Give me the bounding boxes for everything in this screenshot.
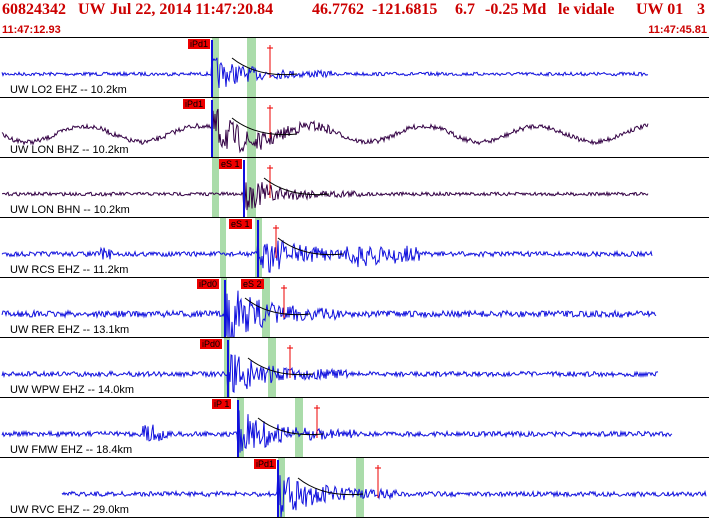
- channel-label: UW RER EHZ -- 13.1km: [10, 324, 130, 336]
- event-id: 60824342: [2, 1, 66, 18]
- phase-window: [295, 398, 303, 458]
- coda-curve: [247, 357, 314, 376]
- event-magnitude: -0.25 Md: [485, 1, 547, 18]
- phase-window: [278, 458, 285, 518]
- waveform-plot: [1, 278, 657, 338]
- event-depth: 6.7: [455, 1, 475, 18]
- waveform-trace: [1, 182, 649, 213]
- event-lat: 46.7762: [312, 1, 364, 18]
- coda-curve: [244, 297, 311, 316]
- channel-label: UW RVC EHZ -- 29.0km: [10, 504, 129, 516]
- seismogram-panel: eS 1 UW LON BHN -- 10.2km: [0, 157, 709, 218]
- event-author: le vidale: [558, 1, 615, 18]
- phase-window: [356, 458, 364, 518]
- seismogram-panel: iPd1 UW LON BHZ -- 10.2km: [0, 97, 709, 158]
- waveform-trace: [61, 469, 707, 518]
- seismogram-panel: eS 1 UW RCS EHZ -- 11.2km: [0, 217, 709, 278]
- coda-marker[interactable]: [375, 465, 381, 498]
- waveform-plot: [1, 218, 653, 278]
- pick-label[interactable]: iPd1: [188, 39, 211, 49]
- waveform-plot: [1, 398, 673, 458]
- phase-window: [268, 338, 276, 398]
- waveform-trace: [1, 237, 653, 273]
- pick-label[interactable]: iPd0: [200, 339, 223, 349]
- time-end: 11:47:45.81: [648, 24, 707, 36]
- seismogram-panel: iPd0 eS 2 UW RER EHZ -- 13.1km: [0, 277, 709, 338]
- channel-label: UW LON BHZ -- 10.2km: [10, 144, 129, 156]
- phase-window: [212, 158, 219, 218]
- channel-label: UW LON BHN -- 10.2km: [10, 204, 130, 216]
- coda-curve: [231, 57, 298, 76]
- coda-marker[interactable]: [273, 225, 279, 258]
- coda-marker[interactable]: [267, 165, 273, 198]
- channel-label: UW FMW EHZ -- 18.4km: [10, 444, 133, 456]
- event-network: UW: [78, 1, 106, 18]
- pick-label[interactable]: iPd0: [197, 279, 220, 289]
- coda-curve: [277, 237, 344, 256]
- waveform-plot: [1, 38, 649, 98]
- phase-window: [247, 158, 256, 218]
- waveform-plot: [1, 338, 659, 398]
- seismogram-panel: iPd0 UW WPW EHZ -- 14.0km: [0, 337, 709, 398]
- coda-curve: [231, 117, 298, 136]
- waveform-trace: [1, 56, 649, 89]
- waveform-trace: [1, 290, 657, 338]
- pick-label[interactable]: iP 1: [212, 399, 232, 409]
- pick-label[interactable]: eS 1: [219, 159, 242, 169]
- pick-label[interactable]: iPd1: [254, 459, 277, 469]
- time-start: 11:47:12.93: [2, 24, 61, 36]
- seismogram-panel: iPd1 UW RVC EHZ -- 29.0km: [0, 457, 709, 518]
- seismogram-panel: iP 1 UW FMW EHZ -- 18.4km: [0, 397, 709, 458]
- pick-label[interactable]: iPd1: [183, 99, 206, 109]
- waveform-trace: [1, 354, 659, 398]
- event-datetime: Jul 22, 2014 11:47:20.84: [110, 1, 274, 18]
- event-lon: -121.6815: [372, 1, 438, 18]
- channel-label: UW LO2 EHZ -- 10.2km: [10, 84, 127, 96]
- event-network-code: UW 01: [636, 1, 684, 18]
- time-axis: 11:47:12.93 11:47:45.81: [0, 22, 709, 36]
- event-count: 3: [697, 1, 705, 18]
- event-header: 60824342 UW Jul 22, 2014 11:47:20.84 46.…: [0, 0, 709, 22]
- phase-window: [212, 38, 219, 98]
- coda-marker[interactable]: [314, 405, 320, 438]
- phase-window: [237, 398, 244, 458]
- waveform-trace: [1, 108, 649, 154]
- phase-window: [220, 218, 226, 278]
- waveform-trace: [1, 410, 673, 453]
- channel-label: UW RCS EHZ -- 11.2km: [10, 264, 129, 276]
- coda-marker[interactable]: [287, 345, 293, 378]
- pick-label[interactable]: eS 1: [229, 219, 252, 229]
- pick-label-secondary[interactable]: eS 2: [241, 279, 264, 289]
- waveform-plot: [1, 158, 649, 218]
- coda-curve: [297, 477, 364, 496]
- coda-curve: [257, 417, 324, 436]
- waveform-plot: [61, 458, 707, 518]
- seismogram-panel: iPd1 UW LO2 EHZ -- 10.2km: [0, 37, 709, 98]
- phase-window: [247, 98, 256, 158]
- waveform-plot: [1, 98, 649, 158]
- coda-curve: [263, 177, 330, 196]
- channel-label: UW WPW EHZ -- 14.0km: [10, 384, 135, 396]
